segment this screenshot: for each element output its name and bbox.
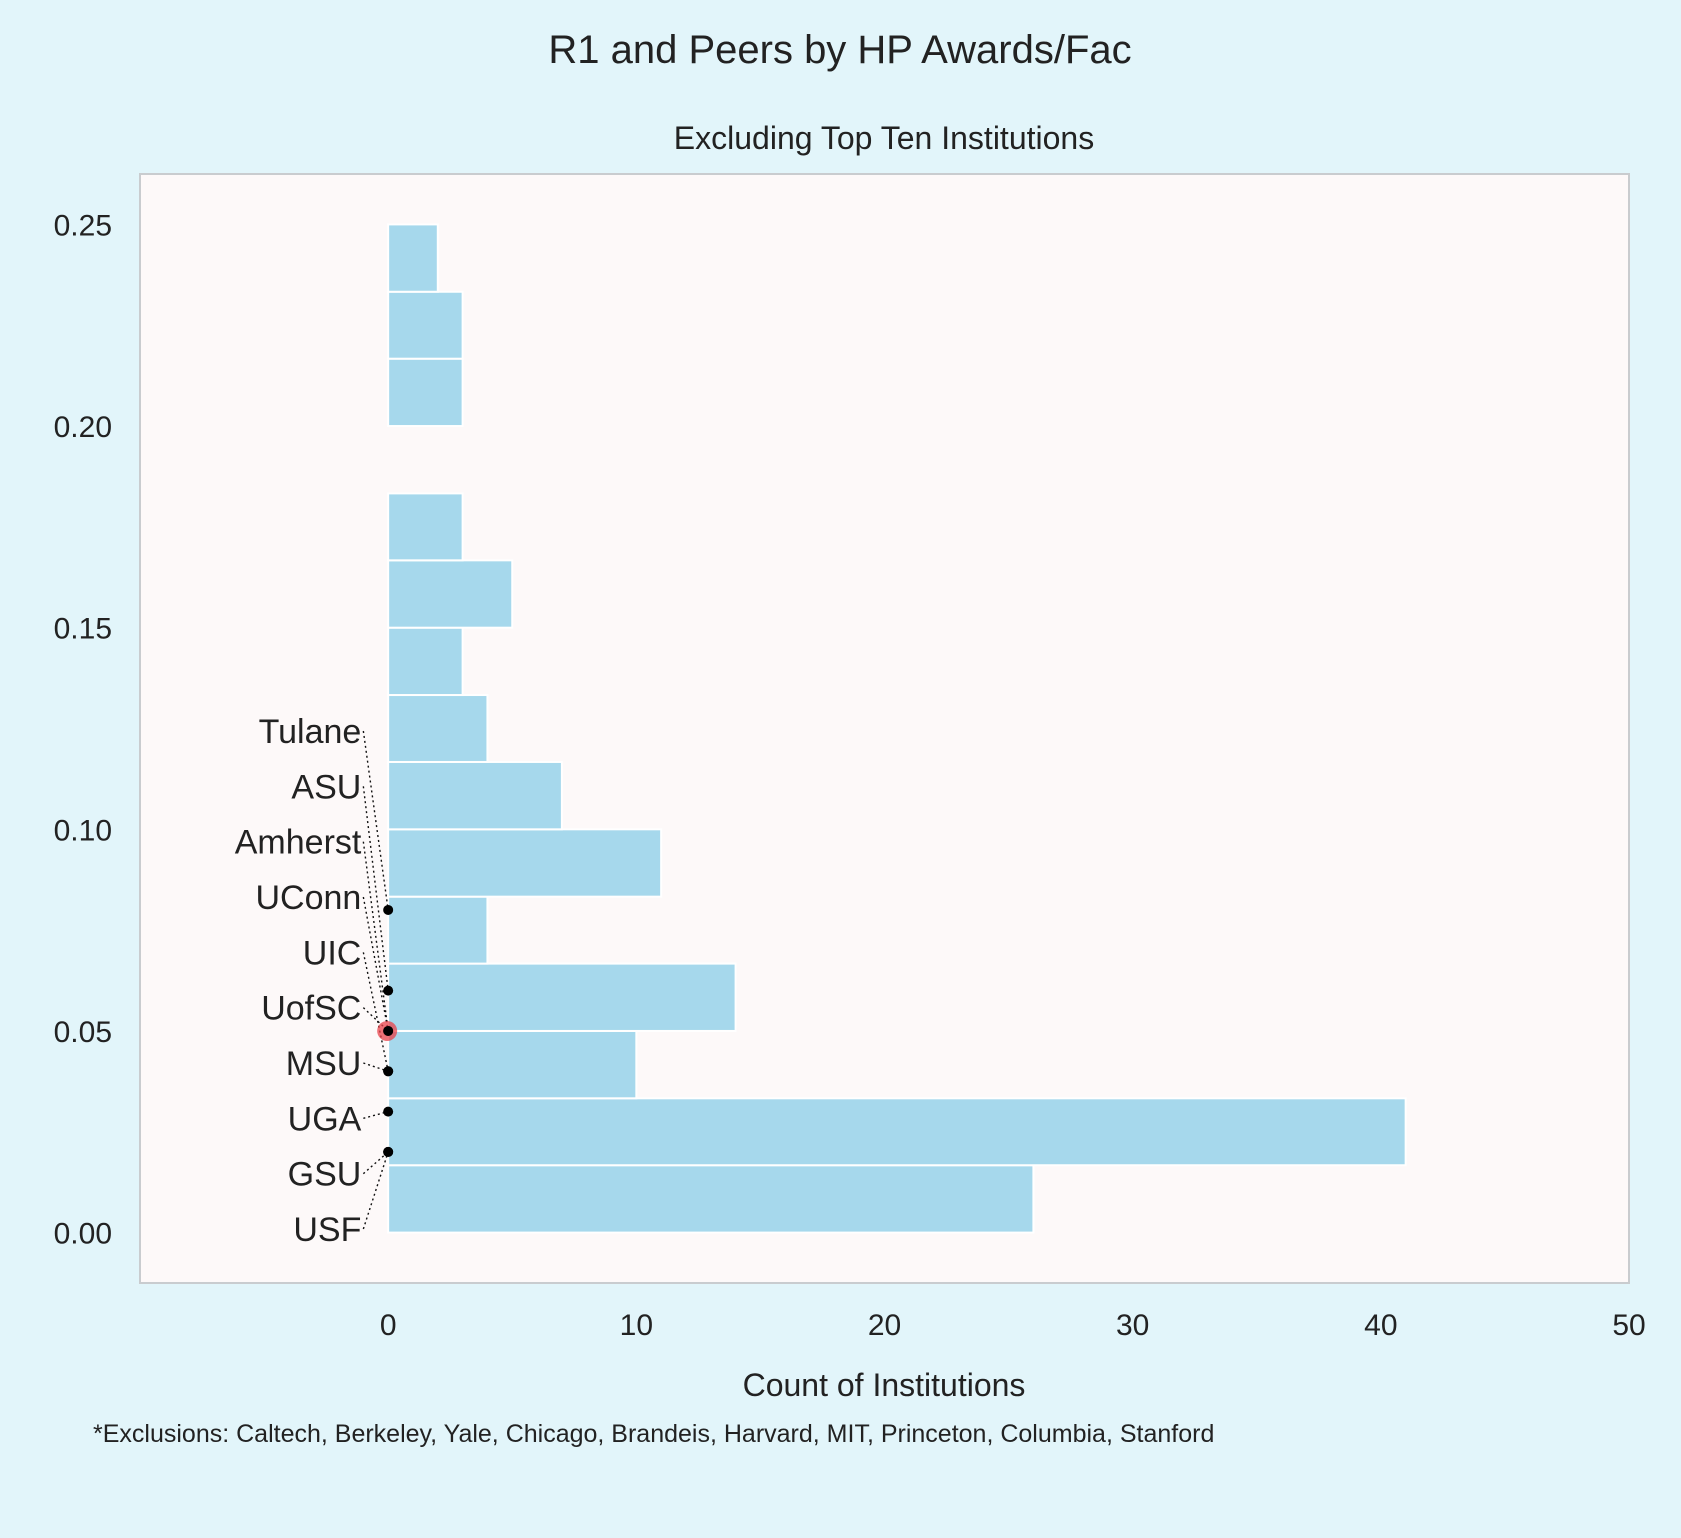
annotation-leader-line xyxy=(362,952,389,1072)
histogram-bar xyxy=(387,1097,1407,1167)
histogram-bar xyxy=(387,357,464,428)
annotation-leader-line xyxy=(362,1151,389,1175)
annotation-leader-line xyxy=(362,730,389,911)
annotation-label: Tulane xyxy=(259,713,362,751)
x-axis-ticks: 0 10 20 30 40 50 xyxy=(380,1309,1646,1342)
annotation-leader-line xyxy=(362,841,389,1032)
y-tick-label: 0.05 xyxy=(54,1016,112,1049)
y-tick-label: 0.20 xyxy=(54,411,112,444)
histogram-bar xyxy=(387,694,489,763)
y-axis-ticks: 0.00 0.05 0.10 0.15 0.20 0.25 xyxy=(54,209,112,1250)
x-tick-label: 40 xyxy=(1364,1309,1397,1342)
annotation-label: USF xyxy=(293,1211,361,1249)
chart-title: R1 and Peers by HP Awards/Fac xyxy=(548,28,1131,72)
chart-subtitle: Excluding Top Ten Institutions xyxy=(674,120,1094,156)
annotation-point xyxy=(383,1025,394,1036)
y-tick-label: 0.00 xyxy=(54,1218,112,1251)
histogram-bar xyxy=(387,559,514,629)
annotation-leader-line xyxy=(362,1007,389,1032)
annotation-label: UConn xyxy=(256,879,362,917)
annotation-leader-line xyxy=(362,1151,389,1230)
exclusions-footnote: *Exclusions: Caltech, Berkeley, Yale, Ch… xyxy=(93,1420,1215,1448)
annotation-point xyxy=(383,1066,394,1077)
annotation-label: UofSC xyxy=(261,990,361,1028)
x-tick-label: 30 xyxy=(1116,1309,1149,1342)
histogram-bar xyxy=(387,760,563,831)
annotation-label: GSU xyxy=(288,1156,362,1194)
histogram-bar xyxy=(387,223,439,293)
x-axis-label: Count of Institutions xyxy=(743,1367,1026,1403)
x-tick-label: 0 xyxy=(380,1309,397,1342)
annotation-points xyxy=(377,904,398,1157)
histogram-bar xyxy=(387,895,489,965)
annotation-point xyxy=(383,1146,394,1157)
annotation-leader-line xyxy=(362,786,389,991)
x-tick-label: 20 xyxy=(868,1309,901,1342)
histogram-bar xyxy=(387,290,464,360)
bars-layer xyxy=(387,223,1407,1234)
histogram-bar xyxy=(387,1029,638,1100)
annotation-label: UIC xyxy=(303,934,362,972)
annotation-label: Amherst xyxy=(235,824,362,862)
y-tick-label: 0.25 xyxy=(54,209,112,242)
x-tick-label: 50 xyxy=(1612,1309,1645,1342)
histogram-bar xyxy=(387,962,737,1032)
annotation-labels: Tulane ASU Amherst UConn UIC UofSC MSU UGA GSU US… xyxy=(235,713,362,1249)
annotation-label: MSU xyxy=(286,1045,362,1083)
annotation-point xyxy=(383,985,394,996)
annotation-label: UGA xyxy=(288,1100,362,1138)
histogram-bar xyxy=(387,492,464,562)
annotation-label: ASU xyxy=(291,768,361,806)
x-tick-label: 10 xyxy=(620,1309,653,1342)
histogram-bar xyxy=(387,1164,1035,1234)
annotation-point xyxy=(383,904,394,915)
y-tick-label: 0.15 xyxy=(54,613,112,646)
y-tick-label: 0.10 xyxy=(54,814,112,847)
annotation-point xyxy=(383,1106,394,1117)
histogram-bar xyxy=(387,828,663,898)
histogram-bar xyxy=(387,626,464,697)
